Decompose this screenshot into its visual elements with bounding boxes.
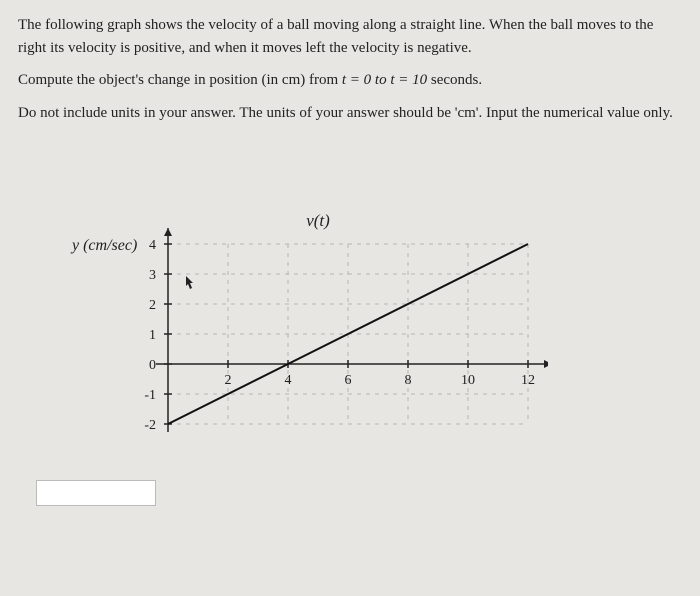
- svg-text:3: 3: [149, 268, 156, 283]
- svg-text:2: 2: [225, 373, 232, 388]
- svg-text:0: 0: [149, 358, 156, 373]
- svg-text:4: 4: [149, 238, 156, 253]
- velocity-chart: 24681012-2-101234y (cm/sec)t (sec)v(t): [48, 134, 548, 464]
- svg-text:4: 4: [285, 373, 292, 388]
- svg-text:-2: -2: [144, 418, 156, 433]
- problem-paragraph-3: Do not include units in your answer. The…: [18, 102, 682, 125]
- svg-text:v(t): v(t): [306, 211, 330, 230]
- svg-text:1: 1: [149, 328, 156, 343]
- svg-text:6: 6: [345, 373, 352, 388]
- svg-text:10: 10: [461, 373, 475, 388]
- problem-paragraph-1: The following graph shows the velocity o…: [18, 14, 682, 59]
- chart-svg: 24681012-2-101234y (cm/sec)t (sec)v(t): [48, 134, 548, 464]
- p2-tail: seconds.: [431, 72, 482, 88]
- svg-text:12: 12: [521, 373, 535, 388]
- svg-text:y (cm/sec): y (cm/sec): [70, 237, 137, 254]
- answer-input[interactable]: [36, 480, 156, 506]
- svg-text:-1: -1: [144, 388, 156, 403]
- svg-text:2: 2: [149, 298, 156, 313]
- svg-text:8: 8: [405, 373, 412, 388]
- problem-paragraph-2: Compute the object's change in position …: [18, 69, 682, 92]
- p2-lead: Compute the object's change in position …: [18, 72, 342, 88]
- p2-eq: t = 0 to t = 10: [342, 72, 427, 88]
